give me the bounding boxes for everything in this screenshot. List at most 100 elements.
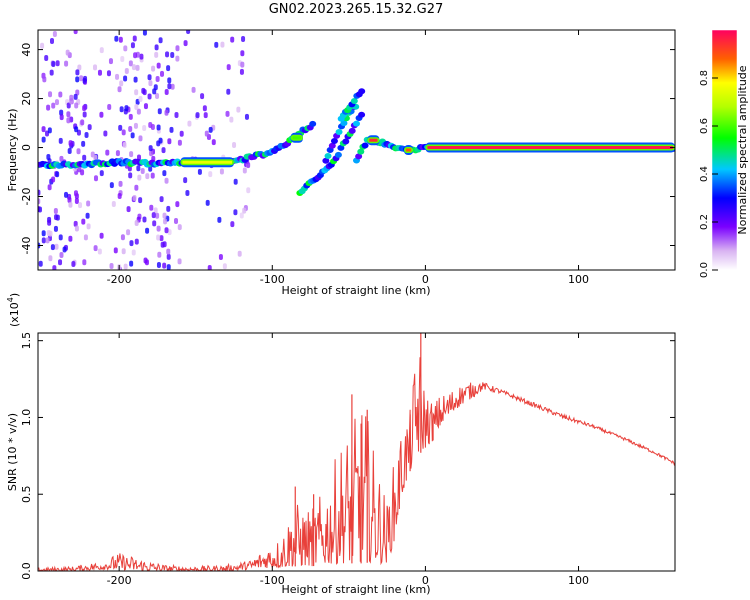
colorbar-tick-label: 0.0 <box>699 262 710 278</box>
noise-cell <box>120 55 125 62</box>
noise-cell <box>51 102 56 109</box>
noise-cell <box>145 227 150 234</box>
noise-cell <box>160 70 165 77</box>
noise-cell <box>229 116 234 123</box>
colorbar-tick-label: 0.2 <box>699 214 710 230</box>
noise-cell <box>142 30 147 36</box>
noise-cell <box>195 112 200 119</box>
noise-cell <box>59 109 64 116</box>
noise-cell <box>118 124 123 131</box>
noise-cell <box>156 225 161 232</box>
y-tick-label: 1.0 <box>20 409 33 427</box>
noise-cell <box>134 104 139 111</box>
noise-cell <box>54 243 59 250</box>
noise-cell <box>50 244 55 251</box>
colorbar-frame <box>711 29 738 271</box>
noise-cell <box>156 124 161 131</box>
noise-cell <box>83 234 88 241</box>
noise-cell <box>47 219 52 226</box>
noise-cell <box>205 199 210 206</box>
high-amplitude-segment <box>405 148 412 152</box>
colorbar-tick-label: 0.4 <box>699 166 710 182</box>
noise-cell <box>117 193 122 200</box>
spectrogram-plot-area <box>38 30 675 270</box>
noise-cell <box>106 70 111 77</box>
snr-scale-prefix: (x10 <box>8 302 21 327</box>
noise-cell <box>59 155 64 162</box>
noise-cell <box>80 169 85 176</box>
noise-cell <box>49 37 54 44</box>
noise-cell <box>233 209 238 216</box>
noise-cell <box>55 171 60 178</box>
trace-cell-step <box>357 148 365 155</box>
y-tick-label: -40 <box>20 237 33 255</box>
figure-title: GN02.2023.265.15.32.G27 <box>269 2 444 17</box>
noise-cell <box>54 214 59 221</box>
noise-cell <box>240 50 245 57</box>
noise-cell <box>82 105 87 112</box>
noise-cell <box>97 248 102 255</box>
noise-cell <box>169 126 174 133</box>
snr-x-ticks: -200 -100 0 100 <box>107 333 589 587</box>
high-amplitude-segment <box>292 136 301 140</box>
noise-cell <box>244 113 249 120</box>
noise-cell <box>242 207 247 214</box>
trace-cell-rise-2 <box>348 127 356 134</box>
noise-cell <box>38 260 43 267</box>
noise-cell <box>42 76 47 83</box>
y-tick-label: 0.0 <box>20 562 33 580</box>
noise-cell <box>138 197 143 204</box>
noise-cell <box>141 87 146 94</box>
noise-cell <box>151 65 156 72</box>
noise-cell <box>219 168 224 175</box>
noise-cell <box>150 172 155 179</box>
snr-y-ticks: 0.0 0.5 1.0 1.5 <box>20 332 675 580</box>
noise-cell <box>174 112 179 119</box>
noise-cell <box>167 138 172 145</box>
noise-cell <box>166 253 171 260</box>
noise-cell <box>84 131 89 138</box>
noise-cell <box>58 259 63 266</box>
y-tick-label: 0 <box>20 144 33 151</box>
noise-cell <box>151 212 156 219</box>
noise-cell <box>126 229 131 236</box>
noise-cell <box>74 126 79 133</box>
noise-cell <box>207 264 212 270</box>
noise-cell <box>108 58 113 65</box>
noise-cell <box>126 206 131 213</box>
noise-cell <box>148 145 153 152</box>
noise-cell <box>97 69 102 76</box>
colorbar-tick-label: 0.6 <box>699 118 710 134</box>
noise-cell <box>167 83 172 90</box>
x-tick-label: 100 <box>568 273 589 286</box>
noise-cell <box>154 51 159 58</box>
snr-y-axis-label: SNR (10 * v/v) <box>6 413 19 491</box>
high-amplitude-segment <box>427 146 673 150</box>
spectrogram-y-axis-label: Frequency (Hz) <box>6 109 19 192</box>
noise-cell <box>129 240 134 247</box>
noise-cell <box>132 194 137 201</box>
noise-cell <box>68 201 73 208</box>
noise-cell <box>74 225 79 232</box>
snr-scale-exponent: 4 <box>6 297 15 302</box>
noise-cell <box>40 42 45 49</box>
y-tick-label: 20 <box>20 92 33 106</box>
noise-cell <box>153 207 158 214</box>
noise-cell <box>191 86 196 93</box>
noise-cell <box>76 148 81 155</box>
noise-cell <box>59 114 64 121</box>
noise-cell <box>175 201 180 208</box>
noise-cell <box>211 139 216 146</box>
noise-cell <box>134 219 139 226</box>
noise-cell <box>148 121 153 128</box>
noise-cell <box>47 184 52 191</box>
noise-cell <box>139 53 144 60</box>
noise-cell <box>233 178 238 185</box>
noise-cell <box>133 122 138 129</box>
noise-cell <box>82 77 87 84</box>
noise-cell <box>81 140 86 147</box>
noise-cell <box>161 147 166 154</box>
noise-cell <box>137 174 142 181</box>
noise-cell <box>115 150 120 157</box>
